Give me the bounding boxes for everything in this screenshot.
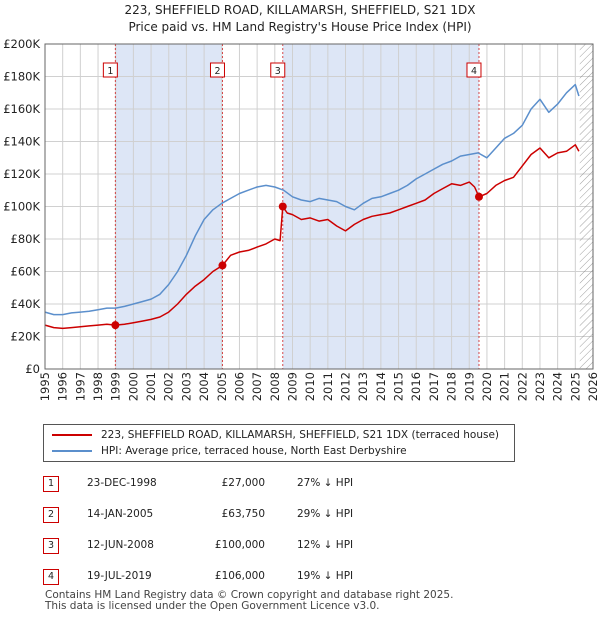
legend-entry-hpi: HPI: Average price, terraced house, Nort… — [52, 443, 407, 459]
sale-number-box — [209, 62, 225, 78]
sale-date: 14-JAN-2005 — [87, 508, 154, 520]
x-tick-label: 2001 — [144, 372, 158, 401]
sales-table-row: 2 14-JAN-2005 £63,750 29% ↓ HPI — [43, 505, 563, 525]
sale-date: 12-JUN-2008 — [87, 539, 154, 551]
y-tick-label: £60K — [11, 265, 41, 279]
chart-subtitle: Price paid vs. HM Land Registry's House … — [128, 20, 472, 34]
x-tick-label: 2024 — [551, 372, 565, 401]
sale-price: £100,000 — [214, 539, 265, 551]
footer-copyright: Contains HM Land Registry data © Crown c… — [45, 589, 454, 601]
x-tick-label: 2007 — [250, 372, 264, 401]
y-tick-label: £80K — [11, 232, 41, 246]
sales-table-row: 4 19-JUL-2019 £106,000 19% ↓ HPI — [43, 567, 563, 587]
sale-date: 23-DEC-1998 — [87, 477, 157, 489]
sale-number-label: 1 — [107, 66, 113, 77]
legend: 223, SHEFFIELD ROAD, KILLAMARSH, SHEFFIE… — [43, 424, 515, 462]
sale-hpi-diff: 19% ↓ HPI — [297, 570, 354, 582]
legend-label-hpi: HPI: Average price, terraced house, Nort… — [101, 445, 407, 457]
sale-date: 19-JUL-2019 — [87, 570, 152, 582]
sales-table-row: 1 23-DEC-1998 £27,000 27% ↓ HPI — [43, 474, 563, 494]
x-tick-label: 2026 — [586, 372, 600, 401]
x-tick-label: 2018 — [445, 372, 459, 401]
footer-licence: This data is licensed under the Open Gov… — [45, 600, 380, 612]
sale-number-badge: 2 — [43, 507, 59, 523]
legend-label-price: 223, SHEFFIELD ROAD, KILLAMARSH, SHEFFIE… — [101, 429, 500, 441]
price-chart: 1 2 3 4 £0 £20K £40K £60K £80K £100K £120K £140K £1… — [3, 37, 600, 401]
y-tick-label: £200K — [3, 37, 40, 51]
x-tick-label: 2002 — [162, 372, 176, 401]
x-tick-label: 1998 — [91, 372, 105, 401]
footer: Contains HM Land Registry data © Crown c… — [45, 590, 453, 612]
x-tick-label: 2013 — [356, 372, 370, 401]
y-tick-label: £180K — [3, 70, 40, 84]
sale-number-box — [466, 62, 482, 78]
sale-number-badge: 3 — [43, 538, 59, 554]
chart-title: 223, SHEFFIELD ROAD, KILLAMARSH, SHEFFIE… — [124, 3, 476, 17]
x-tick-label: 2012 — [339, 372, 353, 401]
x-tick-label: 1995 — [38, 372, 52, 401]
sale-hpi-diff: 27% ↓ HPI — [297, 477, 354, 489]
sale-hpi-diff: 29% ↓ HPI — [297, 508, 354, 520]
y-tick-label: £100K — [3, 200, 40, 214]
sales-table-row: 3 12-JUN-2008 £100,000 12% ↓ HPI — [43, 536, 563, 556]
sale-hpi-diff: 12% ↓ HPI — [297, 539, 354, 551]
x-tick-label: 2005 — [215, 372, 229, 401]
price-series-line — [44, 144, 580, 330]
y-tick-label: £160K — [3, 102, 40, 116]
y-tick-label: £140K — [3, 135, 40, 149]
x-tick-label: 2011 — [321, 372, 335, 401]
x-tick-label: 1996 — [56, 372, 70, 401]
sale-number-box — [270, 62, 286, 78]
sale-point — [218, 261, 227, 270]
forecast-hatch-region — [579, 44, 593, 369]
sale-number-box — [102, 62, 118, 78]
sale-price: £106,000 — [214, 570, 265, 582]
y-tick-label: £20K — [11, 330, 41, 344]
sale-price: £63,750 — [221, 508, 265, 520]
sale-number-label: 2 — [214, 66, 220, 77]
x-tick-label: 2021 — [498, 372, 512, 401]
x-tick-label: 2020 — [480, 372, 494, 401]
x-tick-label: 2000 — [126, 372, 140, 401]
x-tick-label: 2023 — [533, 372, 547, 401]
legend-line-hpi — [52, 450, 92, 452]
x-tick-label: 2004 — [197, 372, 211, 401]
legend-line-price — [52, 434, 92, 436]
y-tick-label: £120K — [3, 167, 40, 181]
plot-frame — [44, 43, 594, 370]
x-tick-label: 2022 — [515, 372, 529, 401]
x-tick-label: 2010 — [303, 372, 317, 401]
sale-point — [111, 321, 120, 330]
sale-point — [474, 192, 483, 201]
legend-entry-price: 223, SHEFFIELD ROAD, KILLAMARSH, SHEFFIE… — [52, 427, 499, 443]
sale-point — [278, 202, 287, 211]
y-tick-label: £40K — [11, 297, 41, 311]
sale-number-label: 4 — [471, 66, 477, 77]
x-tick-label: 2003 — [179, 372, 193, 401]
x-tick-label: 2008 — [268, 372, 282, 401]
hpi-series-line — [44, 83, 580, 316]
sale-number-badge: 1 — [43, 476, 59, 492]
x-tick-label: 1997 — [73, 372, 87, 401]
sale-number-label: 3 — [275, 66, 281, 77]
x-tick-label: 2014 — [374, 372, 388, 401]
x-tick-label: 2015 — [392, 372, 406, 401]
x-tick-label: 2006 — [232, 372, 246, 401]
x-tick-label: 2019 — [462, 372, 476, 401]
x-tick-label: 2025 — [568, 372, 582, 401]
sale-number-badge: 4 — [43, 569, 59, 585]
x-tick-label: 1999 — [109, 372, 123, 401]
x-tick-label: 2009 — [285, 372, 299, 401]
y-tick-label: £0 — [25, 362, 40, 376]
x-tick-label: 2017 — [427, 372, 441, 401]
sale-price: £27,000 — [221, 477, 265, 489]
x-tick-label: 2016 — [409, 372, 423, 401]
